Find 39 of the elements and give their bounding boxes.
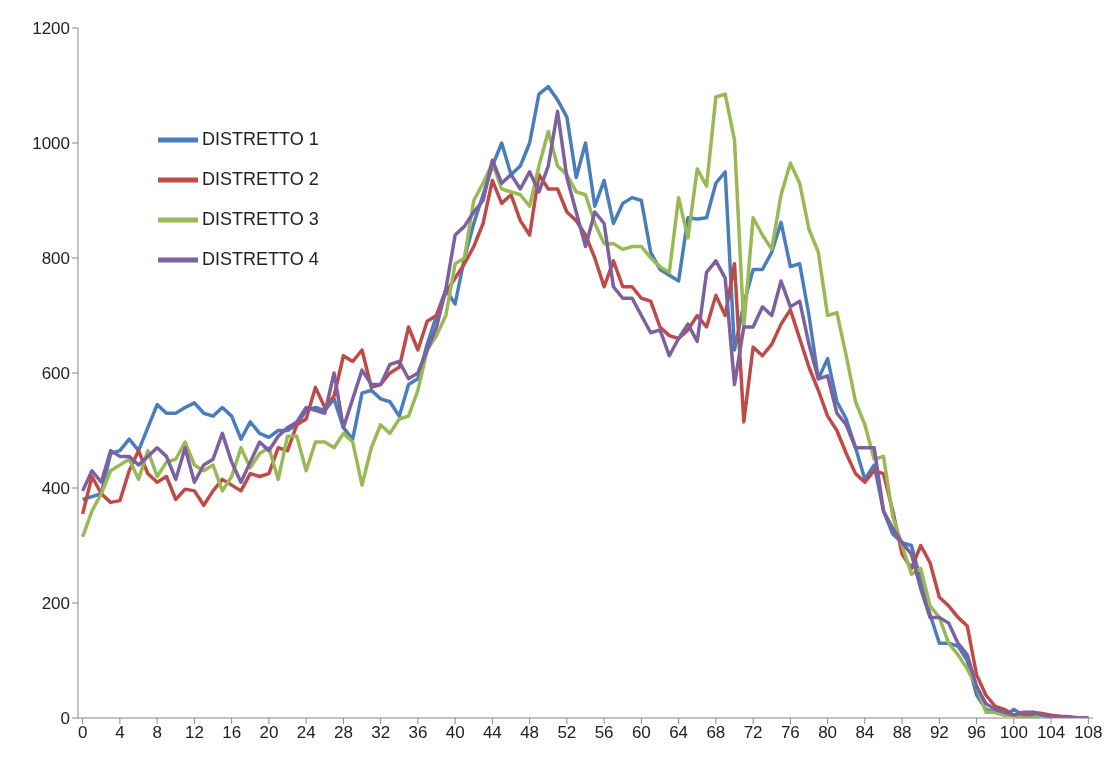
- x-tick-label: 48: [520, 723, 540, 743]
- y-tick-label: 800: [41, 249, 70, 269]
- x-tick-label: 100: [999, 723, 1029, 743]
- x-tick-label: 8: [152, 723, 162, 743]
- y-tick-label: 600: [41, 364, 70, 384]
- x-tick-label: 12: [184, 723, 204, 743]
- x-tick-label: 60: [631, 723, 651, 743]
- x-tick-label: 84: [855, 723, 875, 743]
- y-tick-label: 400: [41, 479, 70, 499]
- y-tick-label: 200: [41, 594, 70, 614]
- x-tick-label: 64: [669, 723, 689, 743]
- x-tick-label: 28: [333, 723, 353, 743]
- x-tick-label: 32: [371, 723, 391, 743]
- x-tick-label: 20: [259, 723, 279, 743]
- x-tick-label: 0: [77, 723, 88, 743]
- x-tick-label: 36: [408, 723, 428, 743]
- x-tick-label: 24: [296, 723, 316, 743]
- legend-label: DISTRETTO 2: [202, 168, 319, 189]
- x-tick-label: 68: [706, 723, 726, 743]
- x-tick-label: 76: [780, 723, 800, 743]
- x-tick-label: 92: [929, 723, 949, 743]
- x-tick-label: 96: [967, 723, 987, 743]
- x-tick-label: 108: [1074, 723, 1103, 743]
- x-tick-label: 104: [1036, 723, 1066, 743]
- x-tick-label: 52: [557, 723, 577, 743]
- y-tick-label: 0: [60, 709, 70, 729]
- x-tick-label: 4: [115, 723, 125, 743]
- x-tick-label: 80: [818, 723, 838, 743]
- x-tick-label: 16: [222, 723, 242, 743]
- y-tick-label: 1000: [32, 134, 70, 154]
- legend-label: DISTRETTO 1: [202, 128, 319, 149]
- legend-label: DISTRETTO 4: [202, 248, 319, 269]
- y-tick-label: 1200: [32, 19, 70, 39]
- x-tick-label: 72: [743, 723, 763, 743]
- x-tick-label: 40: [445, 723, 465, 743]
- legend-label: DISTRETTO 3: [202, 208, 319, 229]
- x-tick-label: 56: [594, 723, 614, 743]
- x-tick-label: 44: [482, 723, 502, 743]
- x-tick-label: 88: [892, 723, 912, 743]
